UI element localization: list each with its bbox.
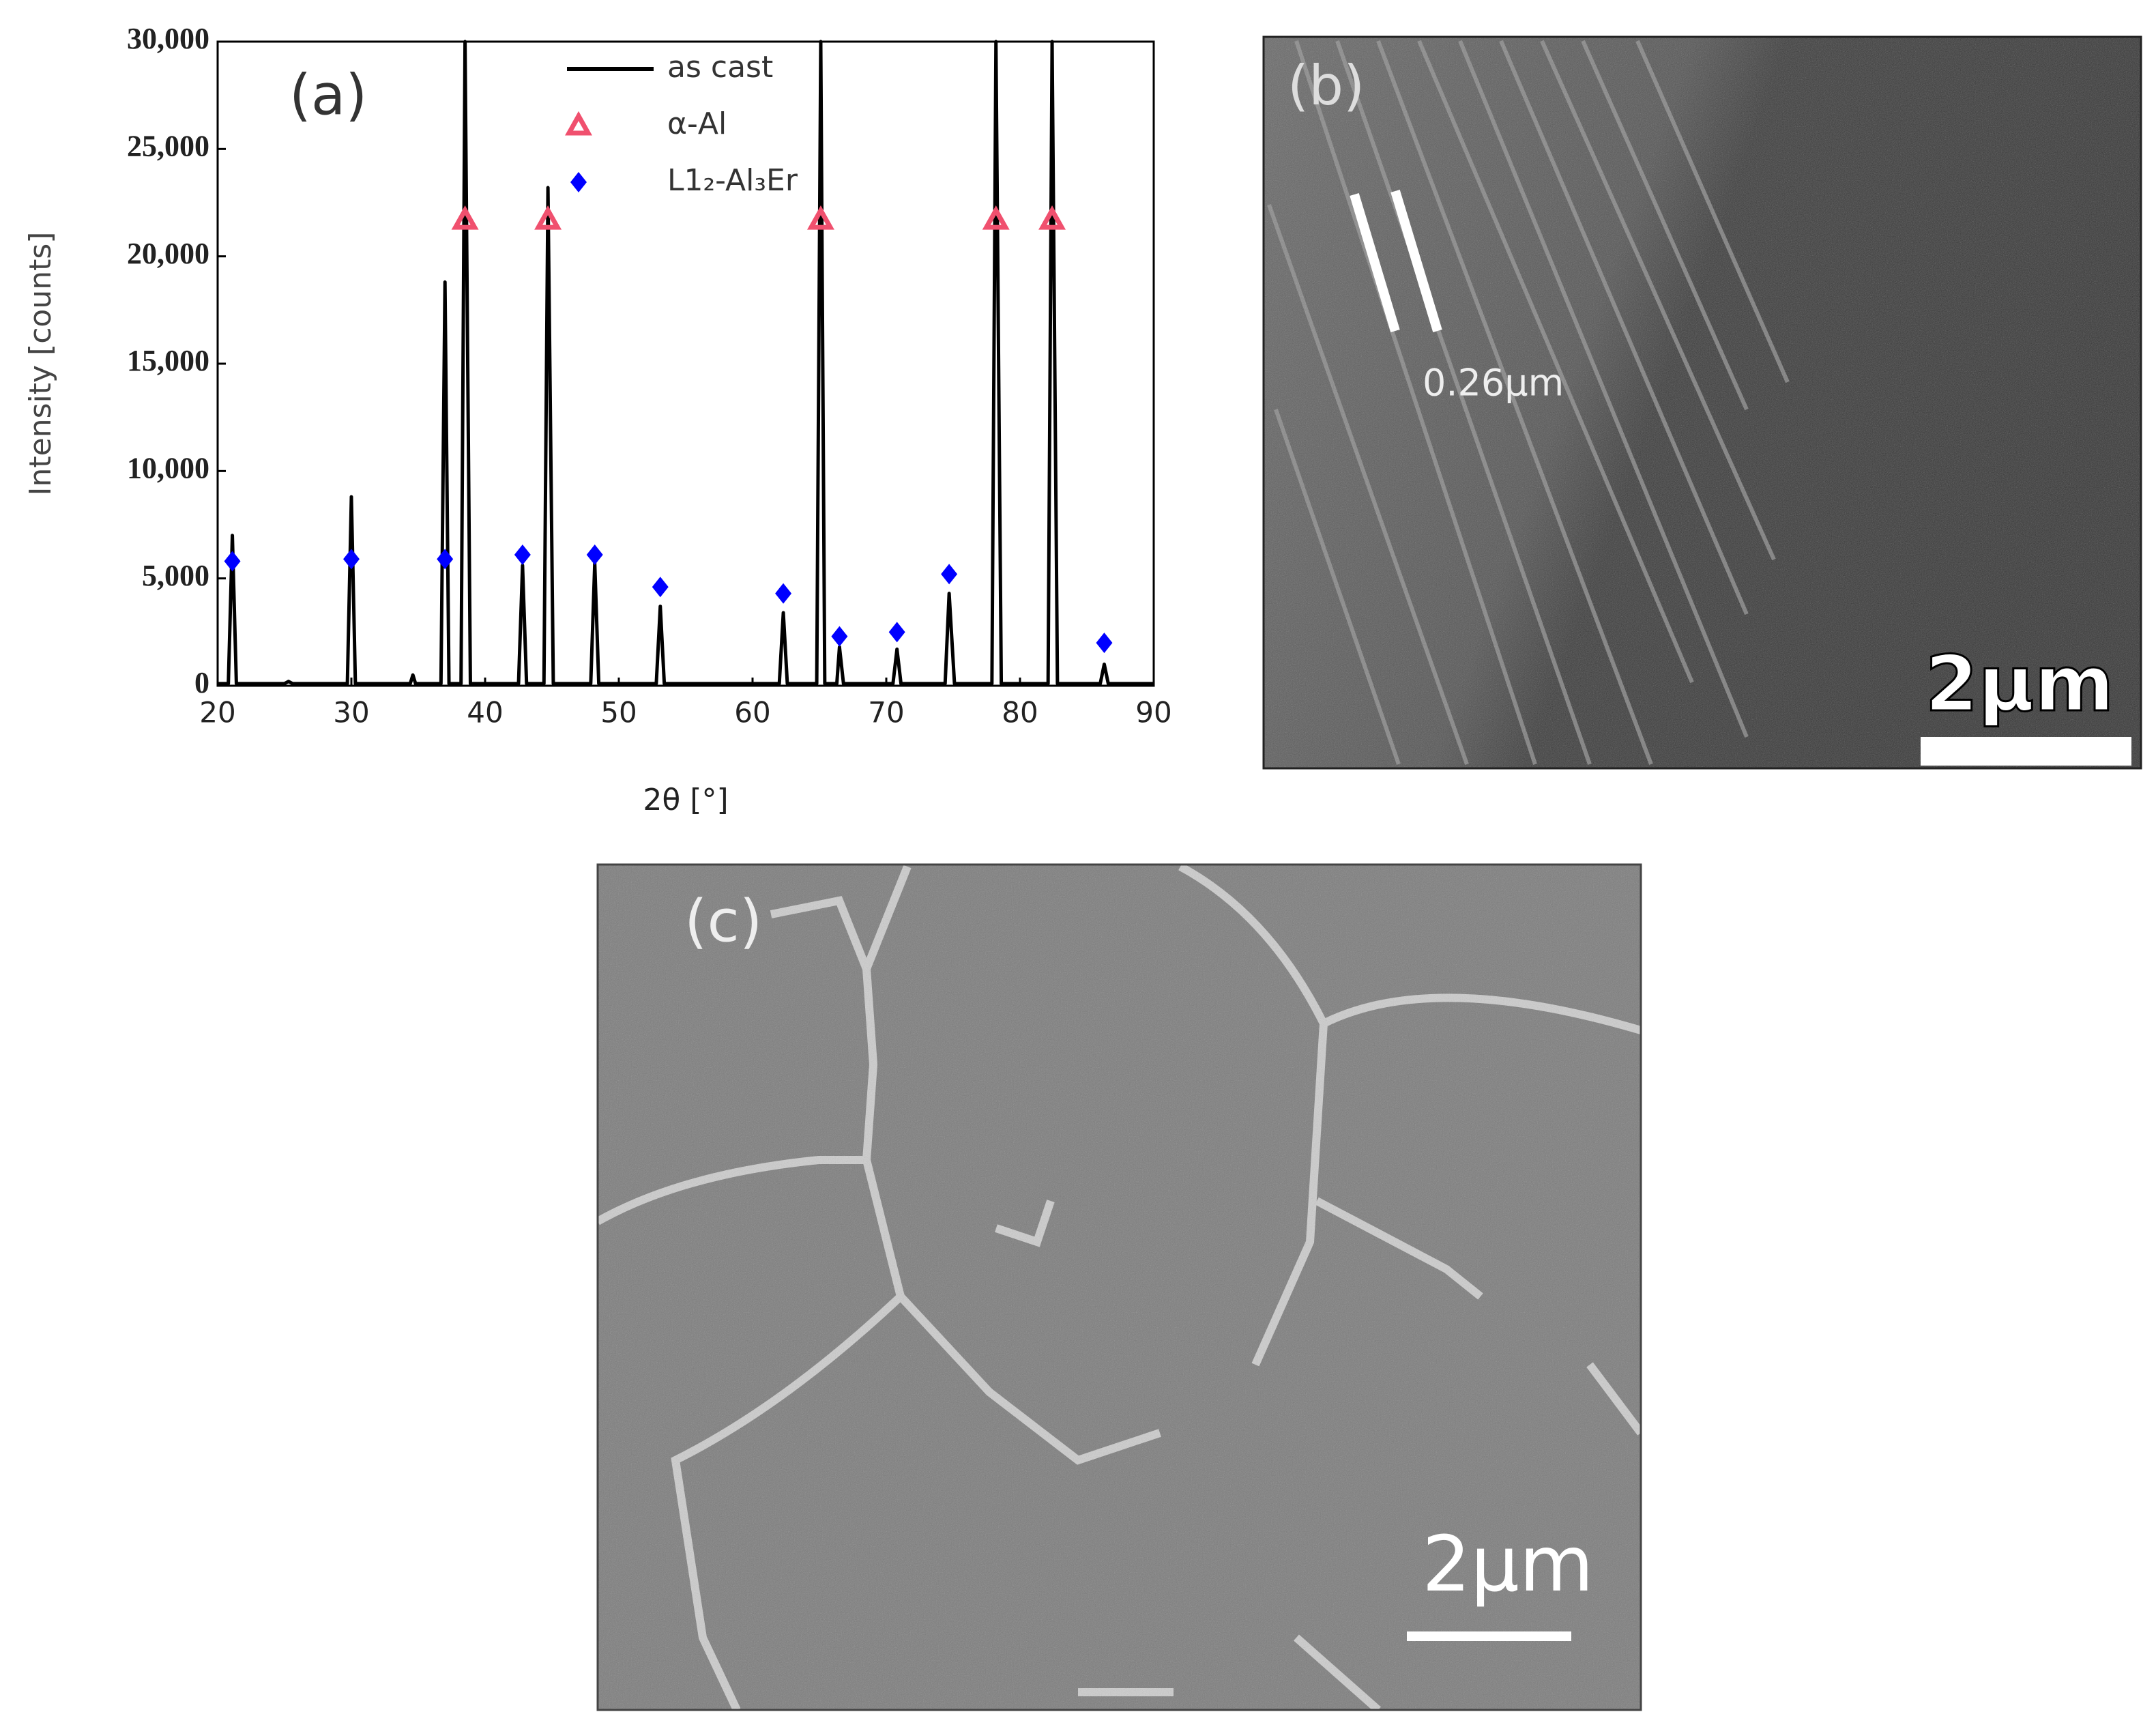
- line: [218, 40, 1154, 686]
- scale-bar-label: 2μm: [1925, 640, 2114, 729]
- marker: [437, 549, 454, 570]
- legend-label: α-Al: [667, 106, 727, 141]
- measure-line: [1390, 189, 1442, 333]
- marker: [586, 545, 603, 566]
- legend-label: L1₂-Al₃Er: [667, 163, 798, 198]
- marker: [888, 622, 905, 643]
- marker: [941, 564, 958, 585]
- x-axis-label: 2θ [°]: [643, 783, 728, 817]
- x-tick-label: 40: [467, 696, 503, 729]
- marker: [806, 205, 834, 230]
- marker: [514, 545, 531, 566]
- marker: [451, 205, 479, 230]
- marker: [224, 551, 241, 572]
- x-tick-label: 20: [199, 696, 235, 729]
- scale-bar: [1407, 1631, 1571, 1641]
- panel-label: (c): [684, 887, 762, 955]
- y-axis-label: Intensity [counts]: [23, 232, 58, 496]
- image-frame: [596, 863, 1642, 1711]
- sem-image-b: [1264, 37, 2141, 768]
- marker: [775, 583, 792, 604]
- series-group: [218, 40, 1154, 686]
- scale-bar: [1921, 737, 2131, 766]
- panel-label: (b): [1287, 54, 1365, 117]
- marker: [982, 205, 1010, 230]
- measure-line: [1350, 192, 1400, 333]
- y-tick-label: 30,000: [127, 22, 209, 55]
- annotation: 0.26μm: [1423, 362, 1564, 405]
- sem-image-c: [598, 865, 1641, 1710]
- marker: [1038, 205, 1066, 230]
- marker: [534, 205, 562, 230]
- image-frame: [1262, 35, 2142, 770]
- y-tick-label: 10,000: [127, 451, 209, 484]
- y-tick-label: 20,000: [127, 237, 209, 270]
- panel-label: (a): [289, 63, 367, 128]
- plot: 0 5,000 10,000 15,000 20,000 25,000 30,000 20 30…: [127, 22, 1172, 729]
- y-tick-label: 15,000: [127, 344, 209, 377]
- x-tick-label: 50: [600, 696, 637, 729]
- marker: [831, 626, 848, 647]
- x-tick-label: 90: [1135, 696, 1171, 729]
- x-tick-label: 80: [1002, 696, 1038, 729]
- y-tick-label: 5,000: [142, 559, 209, 592]
- x-tick-label: 70: [868, 696, 904, 729]
- marker: [652, 577, 669, 598]
- legend-label: as cast: [667, 50, 773, 85]
- y-tick-label: 0: [194, 666, 209, 699]
- x-tick-label: 30: [333, 696, 369, 729]
- scale-bar-label: 2μm: [1422, 1520, 1594, 1609]
- y-tick-label: 25,000: [127, 129, 209, 162]
- legend-marker: [565, 111, 592, 136]
- x-tick-label: 60: [734, 696, 770, 729]
- marker: [343, 549, 360, 570]
- legend-marker: [570, 172, 587, 192]
- marker: [1096, 633, 1113, 654]
